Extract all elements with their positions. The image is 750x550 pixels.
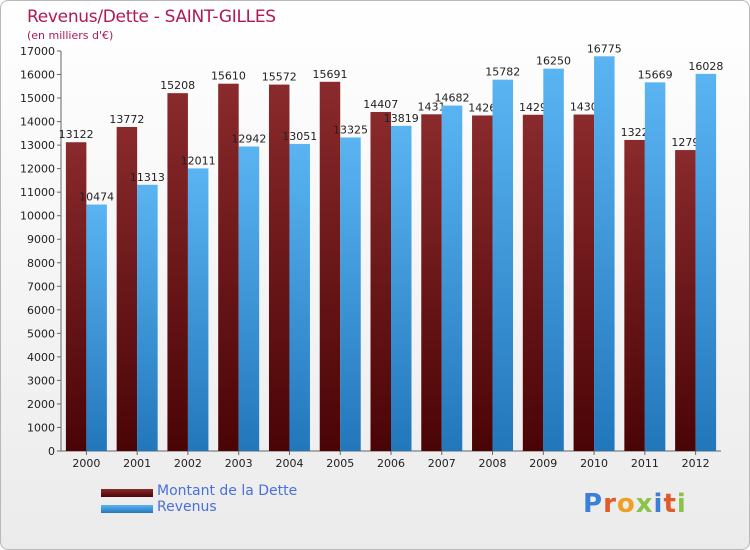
bar-dette xyxy=(116,126,138,451)
bar-revenus xyxy=(441,105,463,452)
bar-dette xyxy=(268,84,290,451)
bar-revenus xyxy=(644,82,666,451)
x-tick-label: 2011 xyxy=(631,457,659,470)
bar-dette xyxy=(472,115,493,452)
bar-revenus xyxy=(187,168,209,451)
data-label-revenus: 14682 xyxy=(435,92,470,105)
x-tick-label: 2002 xyxy=(174,457,202,470)
y-tick-label: 17000 xyxy=(20,45,55,58)
y-tick-label: 5000 xyxy=(27,327,55,340)
data-label-revenus: 16028 xyxy=(688,60,723,73)
y-tick-label: 7000 xyxy=(27,280,55,293)
y-tick-label: 12000 xyxy=(20,163,55,176)
data-label-dette: 1279 xyxy=(671,136,699,149)
bar-revenus xyxy=(137,184,158,451)
data-label-revenus: 15669 xyxy=(638,68,673,81)
data-label-dette: 14407 xyxy=(363,98,398,111)
y-tick-label: 10000 xyxy=(20,210,55,223)
bar-dette xyxy=(421,114,442,451)
y-tick-label: 2000 xyxy=(27,398,55,411)
data-label-revenus: 13325 xyxy=(333,123,368,136)
bar-dette xyxy=(167,93,188,451)
x-tick-label: 2001 xyxy=(123,457,151,470)
x-tick-label: 2005 xyxy=(326,457,354,470)
data-label-revenus: 12011 xyxy=(181,154,216,167)
data-label-revenus: 15782 xyxy=(485,66,520,79)
data-label-dette: 13122 xyxy=(59,128,94,141)
y-tick-label: 6000 xyxy=(27,304,55,317)
bar-dette xyxy=(370,112,391,451)
data-label-revenus: 13819 xyxy=(384,112,419,125)
x-tick-label: 2000 xyxy=(72,457,100,470)
logo-letter: i xyxy=(676,489,687,519)
bar-revenus xyxy=(695,73,717,451)
y-tick-label: 1000 xyxy=(27,421,55,434)
data-label-dette: 15691 xyxy=(312,68,347,81)
bar-dette xyxy=(573,114,595,451)
data-label-revenus: 13051 xyxy=(282,130,317,143)
y-tick-label: 14000 xyxy=(20,116,55,129)
data-label-dette: 1426 xyxy=(468,101,496,114)
data-label-revenus: 16250 xyxy=(536,55,571,68)
y-tick-label: 8000 xyxy=(27,257,55,270)
y-tick-label: 9000 xyxy=(27,233,55,246)
bar-revenus xyxy=(543,68,564,451)
data-label-dette: 1322 xyxy=(621,126,649,139)
bar-revenus xyxy=(391,125,412,452)
logo-letter: o xyxy=(616,489,636,519)
data-label-dette: 13772 xyxy=(109,113,144,126)
bar-dette xyxy=(522,114,544,451)
proxiti-logo: Proxiti xyxy=(583,489,687,519)
y-tick-label: 13000 xyxy=(20,139,55,152)
bar-revenus xyxy=(594,56,615,451)
data-label-dette: 15610 xyxy=(211,70,246,83)
bar-revenus xyxy=(492,79,514,452)
logo-letter: i xyxy=(653,489,664,519)
x-tick-label: 2010 xyxy=(580,457,608,470)
data-label-dette: 15572 xyxy=(262,71,297,84)
bar-dette xyxy=(319,81,341,452)
data-label-revenus: 12942 xyxy=(231,132,266,145)
x-tick-label: 2006 xyxy=(377,457,405,470)
legend-swatch-revenus xyxy=(101,505,153,513)
y-tick-label: 16000 xyxy=(20,69,55,82)
y-tick-label: 0 xyxy=(48,445,55,458)
y-tick-label: 4000 xyxy=(27,351,55,364)
legend-swatch-dette xyxy=(101,489,153,497)
data-label-revenus: 16775 xyxy=(587,42,622,55)
x-tick-label: 2012 xyxy=(682,457,710,470)
logo-letter: t xyxy=(663,489,677,519)
data-label-dette: 1429 xyxy=(519,101,547,114)
x-tick-label: 2003 xyxy=(225,457,253,470)
bar-dette xyxy=(624,139,645,452)
x-tick-label: 2008 xyxy=(479,457,507,470)
y-tick-label: 3000 xyxy=(27,374,55,387)
y-tick-label: 11000 xyxy=(20,186,55,199)
y-tick-label: 15000 xyxy=(20,92,55,105)
bar-dette xyxy=(65,142,87,451)
chart-subtitle: (en milliers d'€) xyxy=(27,29,114,42)
data-label-dette: 1431 xyxy=(418,100,446,113)
logo-letter: r xyxy=(603,489,617,519)
logo-letter: x xyxy=(635,489,654,519)
x-tick-label: 2004 xyxy=(275,457,303,470)
legend-label-dette: Montant de la Dette xyxy=(157,483,298,499)
bar-revenus xyxy=(340,137,361,451)
x-tick-label: 2007 xyxy=(428,457,456,470)
x-tick-label: 2009 xyxy=(529,457,557,470)
logo-letter: P xyxy=(583,489,604,519)
bar-dette xyxy=(218,83,239,452)
bar-revenus xyxy=(86,204,107,451)
legend-label-revenus: Revenus xyxy=(157,499,217,515)
bar-revenus xyxy=(238,146,260,451)
data-label-dette: 1430 xyxy=(570,101,598,114)
bar-revenus xyxy=(289,143,310,451)
chart-title: Revenus/Dette - SAINT-GILLES xyxy=(27,7,276,27)
data-label-dette: 15208 xyxy=(160,79,195,92)
bar-dette xyxy=(675,150,696,451)
data-label-revenus: 11313 xyxy=(130,171,165,184)
data-label-revenus: 10474 xyxy=(79,191,114,204)
